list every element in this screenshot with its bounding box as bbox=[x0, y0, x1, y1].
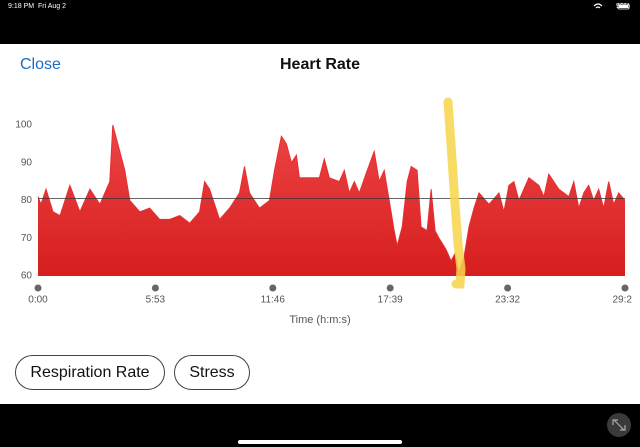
bottom-bar bbox=[238, 413, 631, 444]
modal-card: Close Heart Rate Time (h:m:s) 60 70 80 90 10… bbox=[0, 44, 640, 404]
x-tick-dot bbox=[386, 284, 394, 292]
x-tick-label: 0:00 bbox=[28, 295, 48, 306]
highlight-stroke bbox=[443, 97, 466, 289]
y-tick-label: 100 bbox=[15, 120, 32, 131]
status-time: 9:18 PM bbox=[8, 3, 35, 10]
respiration-button[interactable]: Respiration Rate bbox=[15, 355, 165, 390]
status-bar: 9:18 PM Fri Aug 2 90% bbox=[0, 0, 640, 14]
screen-title: Heart Rate bbox=[279, 56, 361, 73]
x-tick-dot bbox=[504, 284, 512, 292]
heart-rate-area bbox=[38, 125, 625, 276]
close-button[interactable]: Close bbox=[20, 56, 61, 73]
x-tick-label: 23:32 bbox=[495, 295, 520, 306]
chart: Time (h:m:s) 60 70 80 90 100 0:00 5:53 11:46 17:… bbox=[15, 97, 632, 326]
y-tick-label: 60 bbox=[21, 271, 33, 282]
x-tick-label: 17:39 bbox=[378, 295, 403, 306]
home-indicator bbox=[238, 440, 402, 444]
x-tick-dot bbox=[621, 284, 629, 292]
y-tick-label: 70 bbox=[21, 233, 33, 244]
status-date: Fri Aug 2 bbox=[38, 3, 67, 10]
y-tick-label: 90 bbox=[21, 157, 33, 168]
x-tick-dot bbox=[34, 284, 42, 292]
x-tick-dot bbox=[269, 284, 277, 292]
x-tick-label: 11:46 bbox=[261, 295, 286, 306]
status-icons bbox=[593, 3, 630, 10]
x-tick-label: 5:53 bbox=[146, 295, 166, 306]
x-tick-label: 29:25 bbox=[612, 295, 632, 306]
heart-rate-line bbox=[37, 124, 626, 275]
stress-button[interactable]: Stress bbox=[174, 355, 250, 390]
x-tick-dot bbox=[151, 284, 159, 292]
y-tick-label: 80 bbox=[21, 195, 33, 206]
x-axis-title: Time (h:m:s) bbox=[289, 314, 350, 326]
